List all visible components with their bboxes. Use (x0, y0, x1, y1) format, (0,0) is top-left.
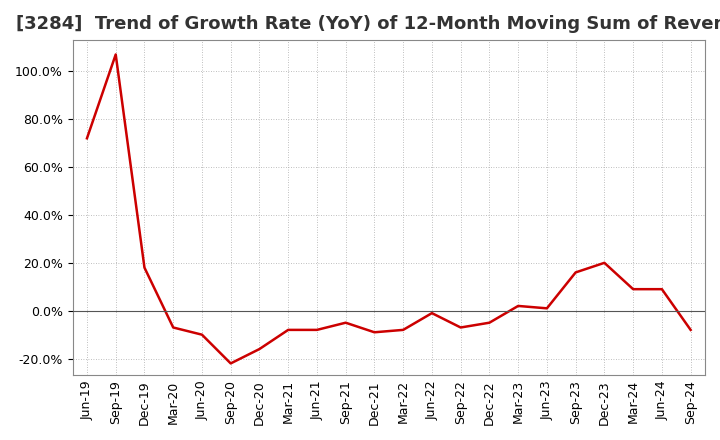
Title: [3284]  Trend of Growth Rate (YoY) of 12-Month Moving Sum of Revenues: [3284] Trend of Growth Rate (YoY) of 12-… (16, 15, 720, 33)
